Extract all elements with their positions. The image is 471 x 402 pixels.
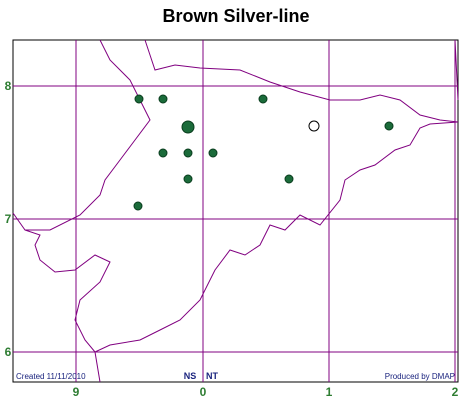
record-dot (384, 121, 394, 131)
title: Brown Silver-line (162, 6, 309, 26)
record-dot (134, 94, 144, 104)
record-dot (208, 148, 218, 158)
record-dot (133, 201, 143, 211)
created-note: Created 11/11/2010 (16, 372, 86, 381)
record-dot (183, 174, 193, 184)
easting-label: 9 (73, 385, 80, 399)
produced-note: Produced by DMAP (385, 372, 455, 381)
northing-label: 8 (5, 79, 12, 93)
records (133, 94, 394, 211)
northing-label: 7 (5, 212, 12, 226)
coastline (12, 39, 459, 383)
record-dot (284, 174, 294, 184)
easting-label: 0 (200, 385, 207, 399)
old-record-dot (308, 120, 320, 132)
record-dot (158, 148, 168, 158)
zone-label: NT (206, 371, 218, 381)
easting-label: 1 (326, 385, 333, 399)
record-dot (258, 94, 268, 104)
map-frame (12, 39, 459, 383)
zone-label: NS (184, 371, 197, 381)
northing-label: 6 (5, 345, 12, 359)
record-dot (158, 94, 168, 104)
record-dot (183, 148, 193, 158)
easting-label: 2 (452, 385, 459, 399)
grid (13, 40, 458, 382)
record-dot (181, 120, 195, 134)
